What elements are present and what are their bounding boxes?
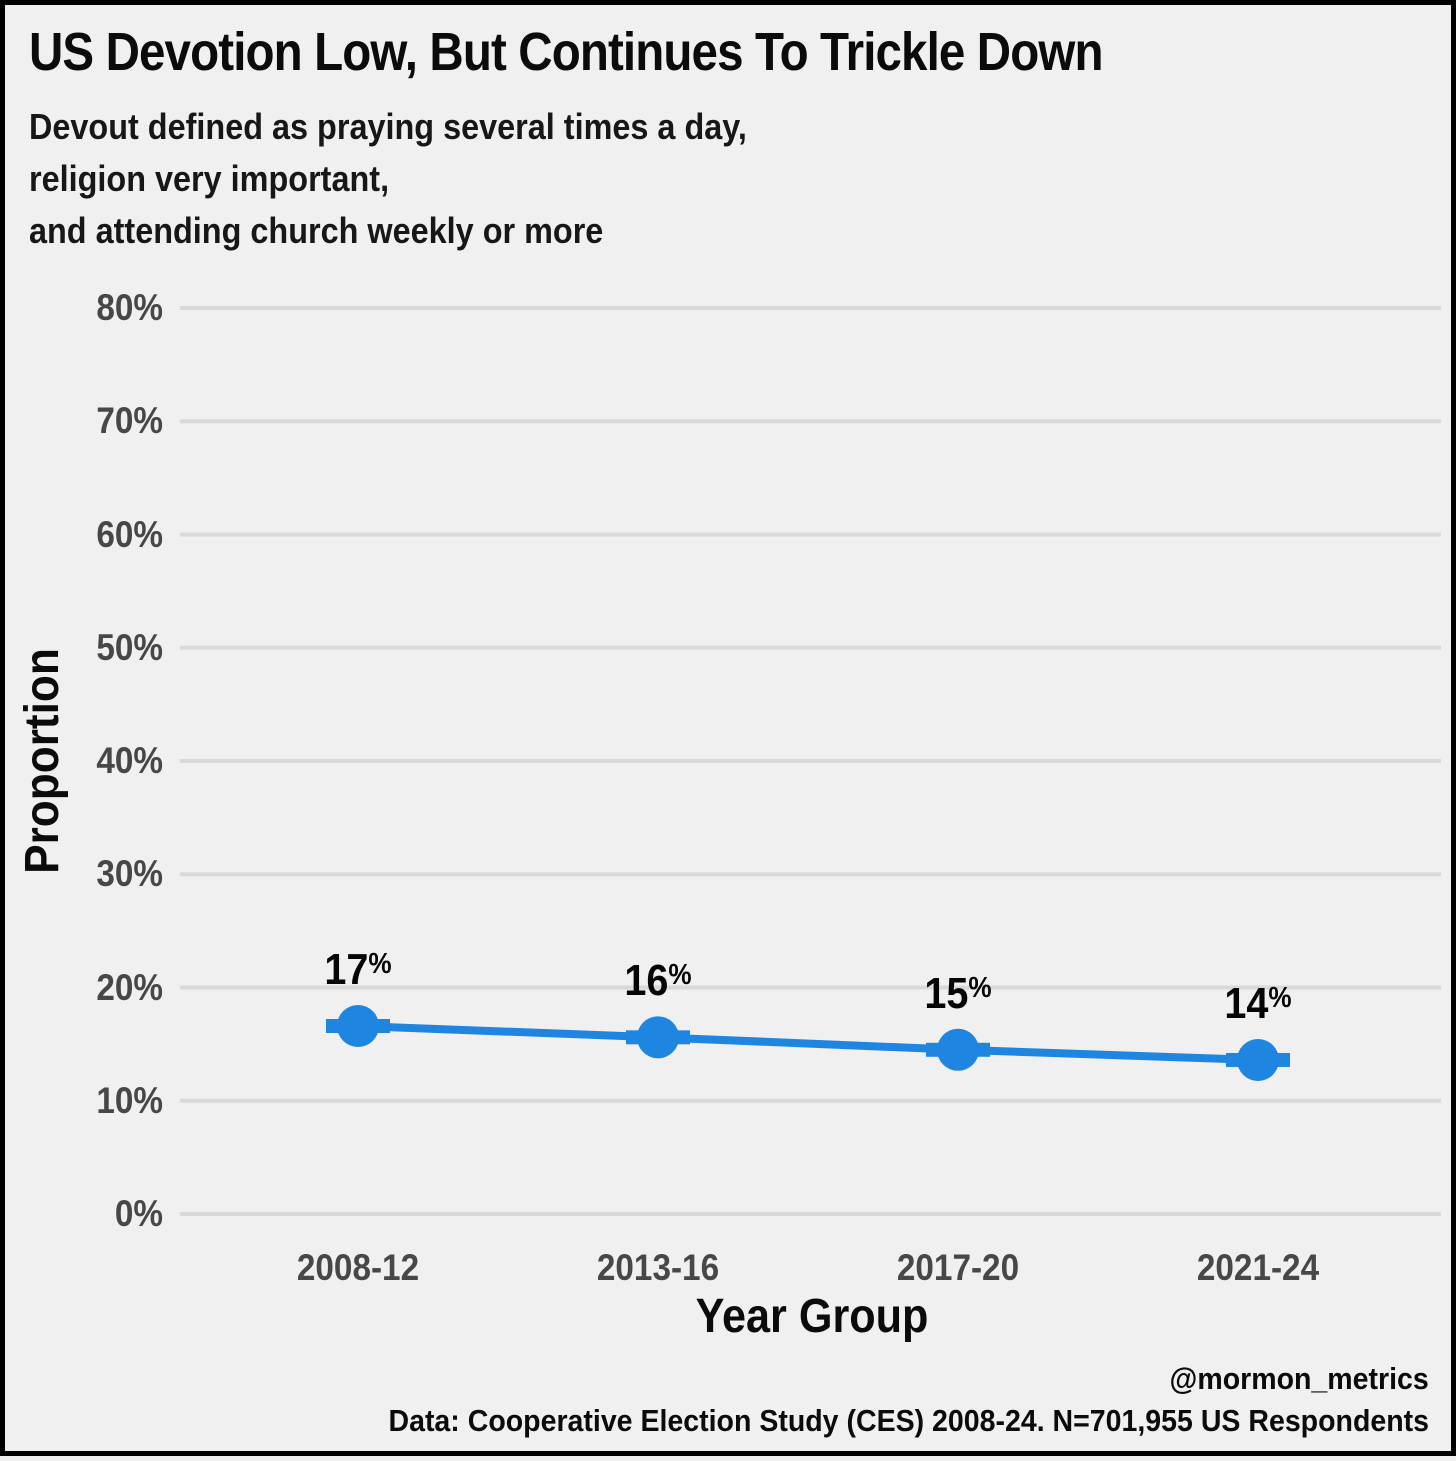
x-tick-label: 2013-16	[596, 1247, 720, 1288]
y-tick-label: 60%	[96, 513, 163, 555]
credit-handle: @mormon_metrics	[1169, 1361, 1429, 1396]
subtitle-line-1: Devout defined as praying several times …	[29, 106, 747, 147]
point-value-number: 16	[624, 956, 669, 1006]
percent-sign: %	[368, 948, 392, 980]
percent-sign: %	[968, 971, 992, 1004]
percent-sign: %	[668, 959, 692, 992]
percent-sign: %	[1268, 981, 1292, 1014]
x-tick-label: 2021-24	[1196, 1247, 1320, 1288]
point-value-number: 15	[924, 968, 969, 1018]
y-tick-label: 0%	[114, 1193, 163, 1234]
x-tick-label: 2017-20	[896, 1247, 1020, 1288]
data-source-note: Data: Cooperative Election Study (CES) 2…	[388, 1403, 1429, 1438]
y-tick-label: 40%	[96, 740, 163, 781]
y-tick-label: 70%	[96, 400, 163, 442]
point-value-label: 15%	[886, 968, 1030, 1020]
chart-title: US Devotion Low, But Continues To Trickl…	[29, 22, 1104, 82]
point-value-label: 14%	[1186, 978, 1330, 1030]
data-line	[357, 1022, 1259, 1064]
y-tick-label: 80%	[96, 287, 163, 328]
data-point	[337, 1005, 379, 1048]
chart-subtitle: Devout defined as praying several times …	[29, 101, 747, 257]
y-tick-label: 30%	[96, 853, 163, 895]
x-axis-title: Year Group	[695, 1290, 929, 1343]
data-point	[937, 1028, 979, 1071]
subtitle-line-2: religion very important,	[29, 158, 390, 199]
y-tick-label: 50%	[96, 626, 163, 668]
point-value-label: 17%	[286, 944, 430, 996]
data-point	[637, 1016, 679, 1059]
y-tick-label: 20%	[96, 966, 163, 1008]
point-value-number: 17	[324, 945, 369, 994]
data-point	[1237, 1038, 1279, 1081]
y-tick-label: 10%	[96, 1079, 163, 1121]
point-value-number: 14	[1224, 978, 1269, 1028]
x-tick-label: 2008-12	[296, 1247, 420, 1288]
y-axis-title: Proportion	[16, 648, 69, 874]
plot-area	[180, 306, 1441, 1216]
subtitle-line-3: and attending church weekly or more	[29, 210, 604, 251]
point-value-label: 16%	[586, 955, 730, 1007]
